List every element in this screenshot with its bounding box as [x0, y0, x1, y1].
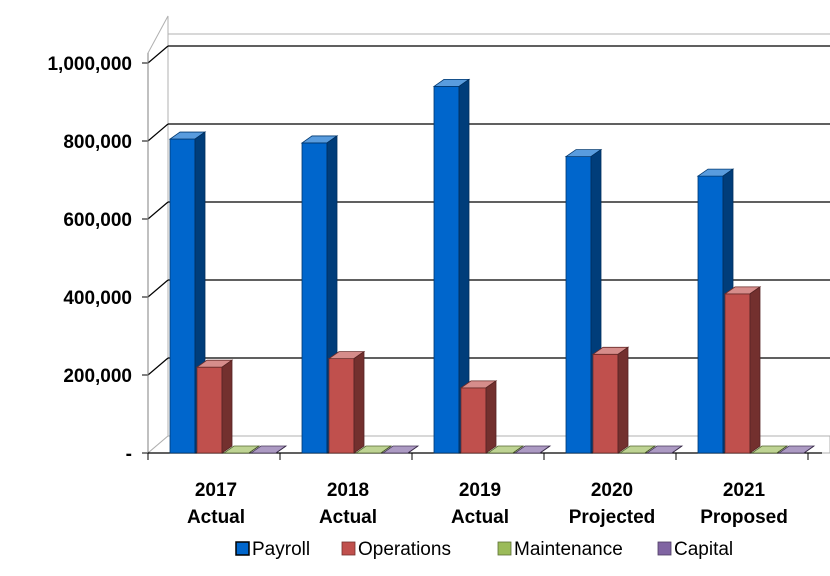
bar-operations-2017	[196, 366, 223, 454]
x-tick-label: Actual	[451, 507, 509, 528]
bar-side-capital-2017	[275, 445, 287, 454]
bar-side-capital-2021	[803, 445, 815, 454]
x-tick-label: Actual	[187, 507, 245, 528]
bar-side-maintenance-2017	[248, 445, 260, 454]
bar-operations-2018	[328, 358, 355, 454]
bars	[168, 78, 816, 454]
bar-operations-2020	[592, 353, 619, 454]
y-tick-label: -	[126, 444, 132, 465]
gridline-diagonal	[147, 45, 169, 64]
bar-side-maintenance-2021	[776, 445, 788, 454]
legend-label: Payroll	[252, 539, 310, 560]
bar-side-operations-2020	[617, 346, 629, 454]
gridline-diagonal	[147, 201, 169, 220]
legend-label: Maintenance	[514, 539, 623, 560]
legend-swatch	[341, 541, 356, 556]
bar-side-capital-2019	[539, 445, 551, 454]
x-tick-label: Actual	[319, 507, 377, 528]
bar-payroll-2020	[565, 156, 592, 454]
legend: Payroll Operations Maintenance Capital	[235, 539, 733, 560]
y-axis-ticks: - 200,000 400,000 600,000 800,000 1,000,000	[47, 54, 132, 465]
legend-item-capital: Capital	[657, 539, 733, 560]
bar-side-maintenance-2019	[512, 445, 524, 454]
bar-payroll-2021	[697, 175, 724, 454]
y-tick-label: 200,000	[63, 366, 132, 387]
legend-label: Capital	[674, 539, 733, 560]
x-tick-label: 2017	[195, 480, 237, 501]
x-axis-ticks: 2017 Actual 2018 Actual 2019 Actual 2020 Projec…	[187, 480, 788, 528]
gridline-diagonal	[147, 123, 169, 142]
bar-side-capital-2020	[671, 445, 683, 454]
x-tick-label: Projected	[569, 507, 656, 528]
legend-swatch	[235, 541, 250, 556]
y-tick-label: 1,000,000	[47, 54, 132, 75]
gridline-diagonal	[147, 279, 169, 298]
x-tick-label: 2020	[591, 480, 633, 501]
x-tick-label: 2021	[723, 480, 766, 501]
legend-swatch	[657, 541, 672, 556]
bar-operations-2019	[460, 387, 487, 454]
y-tick-label: 400,000	[63, 288, 132, 309]
bar-side-capital-2018	[407, 445, 419, 454]
legend-item-operations: Operations	[341, 539, 451, 560]
bar-side-maintenance-2018	[380, 445, 392, 454]
bar-operations-2021	[724, 293, 751, 454]
bar-payroll-2018	[301, 142, 328, 454]
x-tick-label: Proposed	[700, 507, 788, 528]
bar-side-operations-2021	[749, 286, 761, 454]
y-tick-label: 800,000	[63, 132, 132, 153]
legend-swatch	[497, 541, 512, 556]
legend-item-maintenance: Maintenance	[497, 539, 623, 560]
bar-payroll-2019	[433, 86, 460, 454]
bar-payroll-2017	[169, 138, 196, 454]
legend-label: Operations	[358, 539, 451, 560]
bar-side-operations-2019	[485, 380, 497, 454]
bar-side-operations-2018	[353, 350, 365, 454]
bar-side-maintenance-2020	[644, 445, 656, 454]
gridline-diagonal	[147, 357, 169, 376]
y-tick-label: 600,000	[63, 210, 132, 231]
x-tick-label: 2019	[459, 480, 501, 501]
x-tick-label: 2018	[327, 480, 369, 501]
legend-item-payroll: Payroll	[235, 539, 310, 560]
bar-side-operations-2017	[221, 359, 233, 454]
side-wall	[147, 15, 169, 455]
